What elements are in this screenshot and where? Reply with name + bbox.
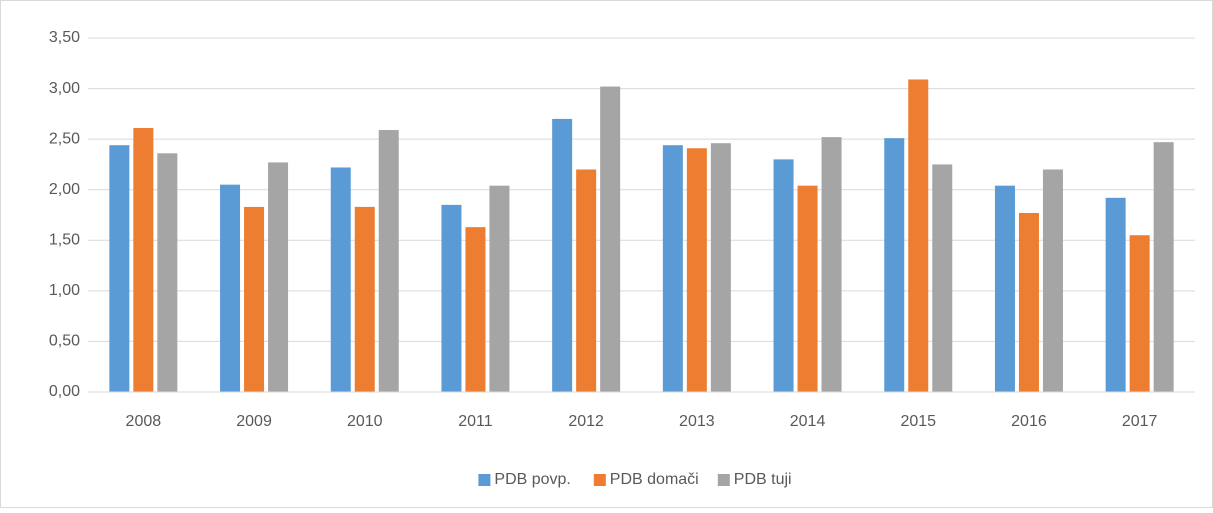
bar bbox=[884, 138, 905, 392]
legend-swatch bbox=[717, 474, 730, 486]
x-tick-label: 2016 bbox=[1011, 413, 1047, 430]
x-tick-label: 2008 bbox=[126, 413, 162, 430]
bar bbox=[1042, 169, 1063, 392]
bar bbox=[244, 206, 265, 392]
bar bbox=[157, 153, 178, 392]
legend-swatch bbox=[593, 474, 606, 486]
bar bbox=[133, 128, 154, 392]
y-tick-label: 3,50 bbox=[49, 29, 80, 46]
bar bbox=[821, 137, 842, 392]
bar bbox=[552, 118, 573, 393]
bar bbox=[489, 185, 510, 392]
bar bbox=[797, 185, 818, 392]
bar bbox=[994, 185, 1015, 392]
bar bbox=[600, 86, 621, 392]
bar bbox=[1129, 235, 1150, 392]
x-tick-label: 2015 bbox=[900, 413, 936, 430]
y-tick-label: 2,00 bbox=[49, 181, 80, 198]
bar bbox=[465, 227, 486, 392]
bar bbox=[908, 79, 929, 393]
bar bbox=[109, 145, 130, 392]
bar bbox=[932, 164, 953, 392]
y-tick-label: 0,00 bbox=[49, 383, 80, 400]
bar bbox=[1105, 197, 1126, 392]
y-tick-label: 1,50 bbox=[49, 232, 80, 249]
y-tick-label: 0,50 bbox=[49, 333, 80, 350]
bar bbox=[710, 143, 731, 392]
x-tick-label: 2017 bbox=[1122, 413, 1158, 430]
x-tick-label: 2014 bbox=[790, 413, 826, 430]
legend-label: PDB tuji bbox=[734, 471, 792, 488]
bar bbox=[662, 145, 683, 392]
bar bbox=[1153, 142, 1174, 392]
x-tick-label: 2013 bbox=[679, 413, 715, 430]
bar bbox=[773, 159, 794, 392]
x-tick-label: 2010 bbox=[347, 413, 383, 430]
bar bbox=[330, 167, 351, 392]
bar bbox=[268, 162, 289, 392]
x-tick-label: 2009 bbox=[236, 413, 272, 430]
bar bbox=[1018, 212, 1039, 392]
legend-label: PDB domači bbox=[610, 471, 699, 488]
x-tick-label: 2011 bbox=[458, 413, 493, 430]
bar bbox=[220, 184, 241, 392]
y-tick-label: 2,50 bbox=[49, 130, 80, 147]
bar bbox=[576, 169, 597, 392]
bar bbox=[686, 148, 707, 392]
legend-label: PDB povp. bbox=[494, 471, 570, 488]
bar bbox=[378, 130, 399, 393]
y-tick-label: 1,00 bbox=[49, 282, 80, 299]
x-tick-label: 2012 bbox=[568, 413, 604, 430]
legend-swatch bbox=[478, 474, 491, 486]
y-tick-label: 3,00 bbox=[49, 80, 80, 97]
bar bbox=[354, 206, 375, 392]
bar bbox=[441, 204, 462, 392]
